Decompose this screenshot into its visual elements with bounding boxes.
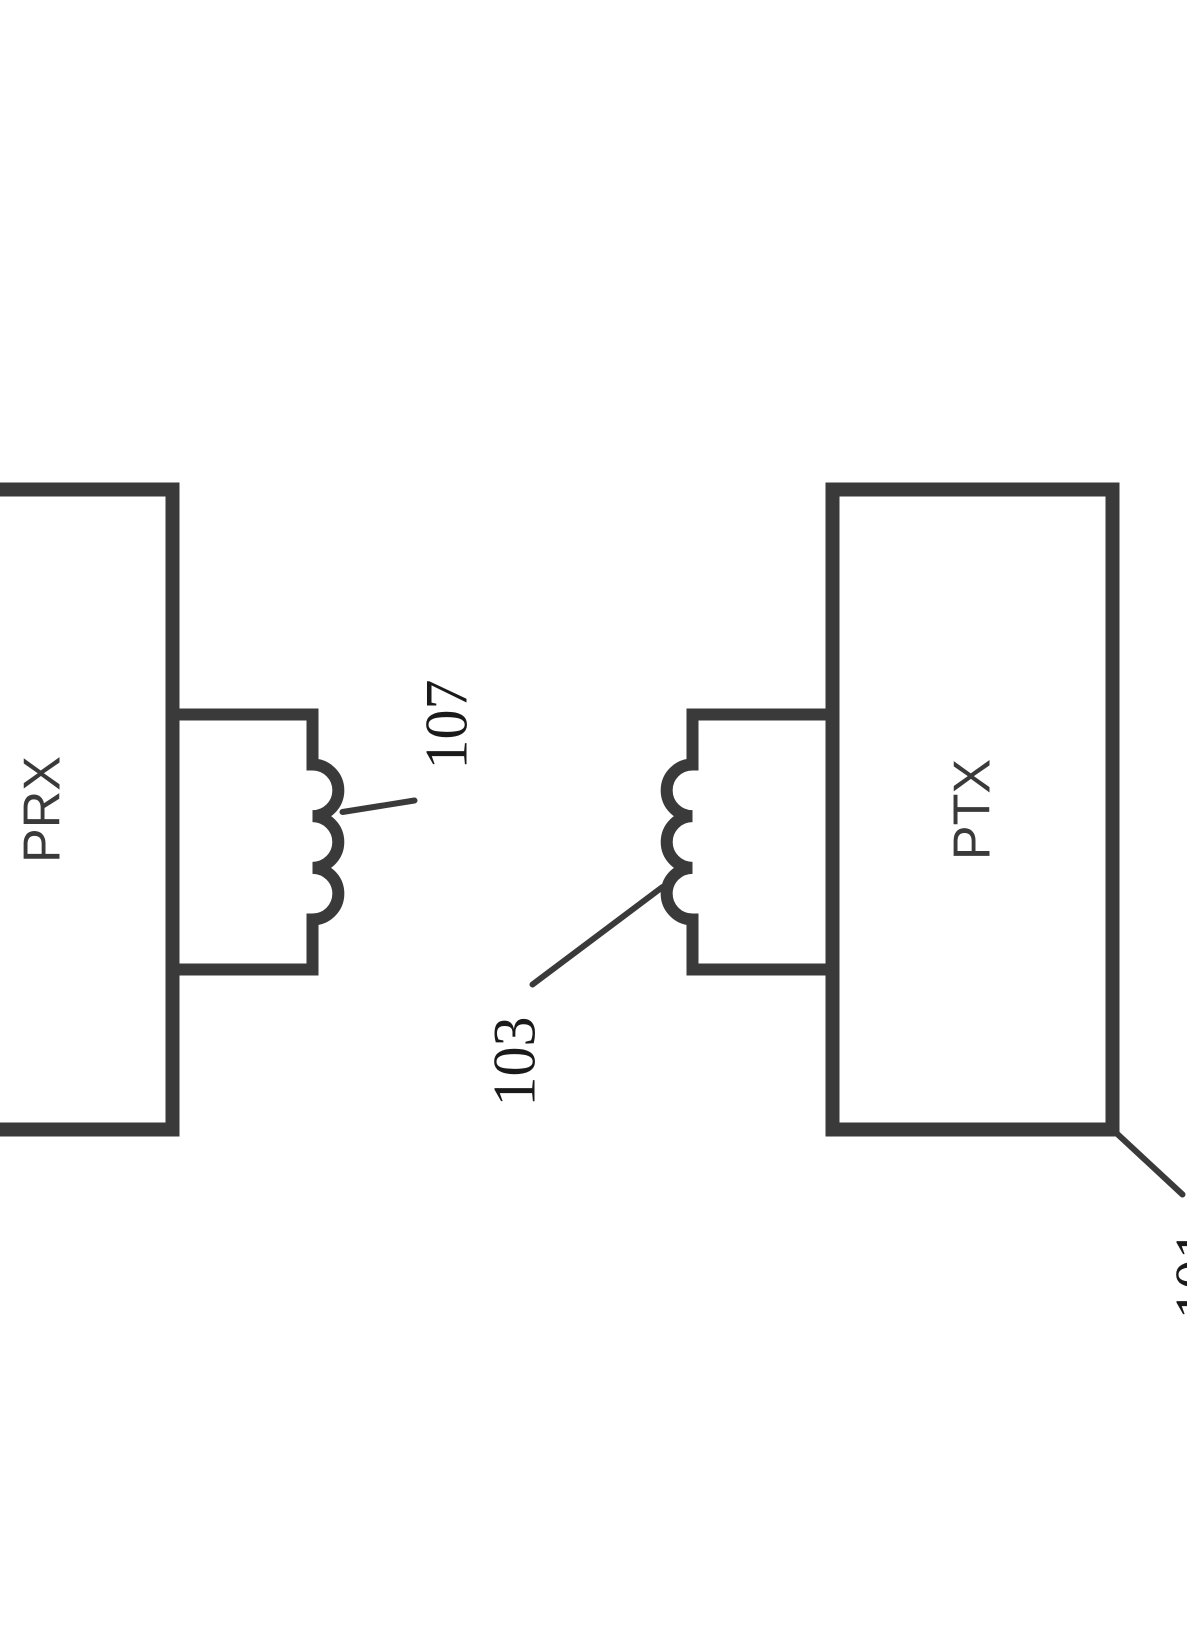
svg-text:103: 103 [481,1017,547,1107]
svg-text:PTX: PTX [944,759,1002,860]
svg-text:PRX: PRX [14,756,72,863]
svg-text:101: 101 [1163,1230,1187,1320]
svg-text:107: 107 [413,680,479,770]
